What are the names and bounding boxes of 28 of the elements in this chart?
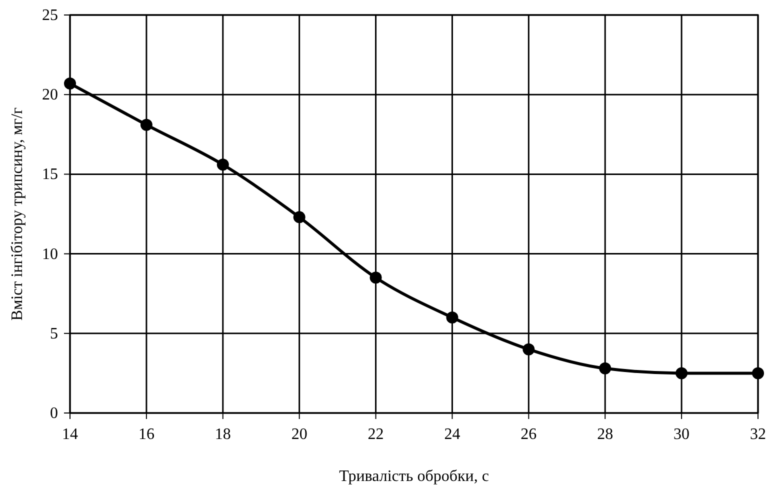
y-tick-label: 15 — [42, 166, 58, 184]
y-tick-label: 0 — [50, 405, 58, 422]
x-tick-label: 20 — [291, 426, 308, 443]
point — [446, 311, 458, 324]
x-tick-label: 28 — [597, 426, 614, 443]
y-tick-label: 25 — [42, 7, 58, 24]
x-tick-label: 32 — [750, 426, 766, 443]
x-tick-label: 30 — [674, 426, 690, 443]
point — [64, 77, 76, 90]
y-axis-title: Вміст інгібітору трипсину, мг/г — [9, 106, 26, 321]
x-tick-label: 26 — [520, 426, 537, 443]
point — [752, 367, 764, 380]
point — [140, 118, 152, 131]
x-axis-title: Тривалість обробки, с — [339, 468, 489, 485]
x-tick-label: 14 — [62, 426, 78, 443]
x-tick-label: 18 — [214, 426, 231, 443]
y-tick-label: 10 — [42, 246, 58, 263]
y-tick-label: 5 — [50, 325, 58, 342]
x-tick-label: 16 — [138, 426, 154, 443]
x-tick-label: 24 — [444, 426, 460, 443]
point — [370, 272, 382, 284]
point — [599, 362, 612, 374]
point — [522, 343, 535, 356]
point — [216, 158, 229, 171]
x-tick-label: 22 — [368, 426, 384, 443]
point — [293, 211, 306, 224]
point — [676, 367, 688, 380]
y-tick-label: 20 — [42, 86, 58, 104]
